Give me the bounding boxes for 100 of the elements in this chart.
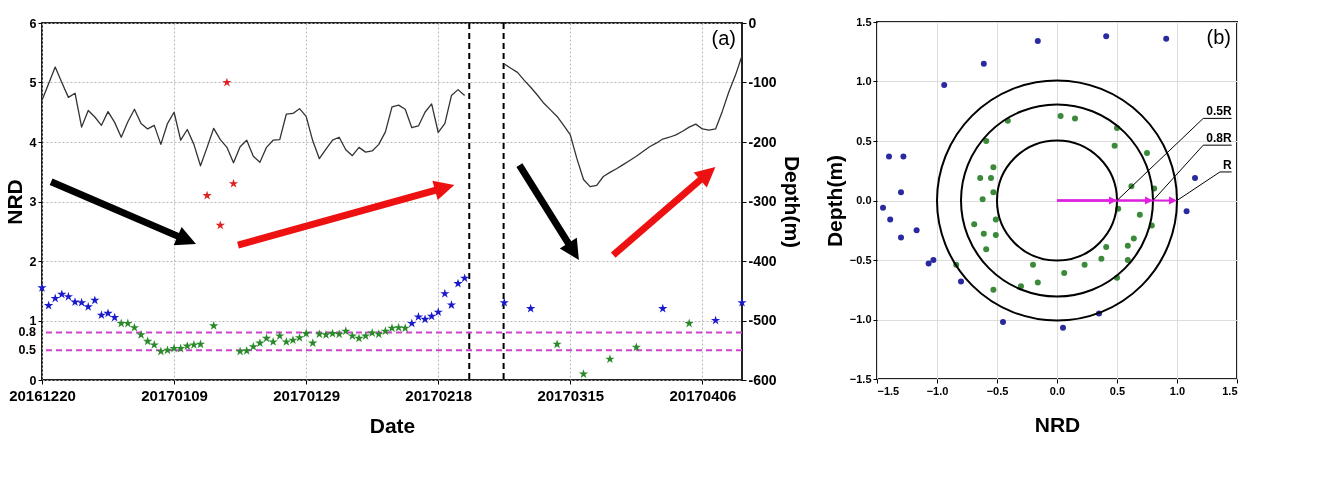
x-tick-label: 20170218 bbox=[405, 386, 473, 404]
point bbox=[552, 339, 562, 349]
point bbox=[393, 322, 404, 332]
x-axis-title: Date bbox=[369, 413, 416, 437]
point bbox=[327, 328, 338, 338]
point bbox=[110, 312, 120, 322]
y2-tick-label: -300 bbox=[748, 193, 777, 209]
point bbox=[103, 308, 113, 318]
point bbox=[294, 332, 305, 342]
point bbox=[347, 331, 358, 340]
x-tick-label: 1.0 bbox=[1169, 384, 1186, 397]
point bbox=[63, 291, 74, 301]
point bbox=[176, 343, 186, 353]
point bbox=[354, 333, 364, 343]
point bbox=[169, 343, 179, 353]
x-tick-label: 20170406 bbox=[669, 386, 737, 404]
y2-tick-label: 0 bbox=[748, 14, 757, 31]
x-tick-label: −1.5 bbox=[877, 384, 900, 397]
point bbox=[367, 328, 377, 337]
point bbox=[268, 337, 278, 346]
y2-tick-label: -600 bbox=[748, 371, 777, 388]
point bbox=[195, 339, 206, 349]
point bbox=[116, 318, 126, 328]
y2-tick-label: -500 bbox=[748, 312, 777, 328]
y-tick-label: −1.5 bbox=[849, 372, 872, 385]
point bbox=[149, 340, 159, 349]
point bbox=[248, 341, 258, 351]
x-tick-label: −0.5 bbox=[986, 384, 1009, 397]
x-axis-title: NRD bbox=[1034, 412, 1081, 436]
y-tick-label: 5 bbox=[29, 76, 37, 90]
y-tick-label: 1.5 bbox=[856, 15, 872, 28]
y-tick-label: 0 bbox=[29, 373, 37, 388]
y-tick-label: 2 bbox=[29, 254, 37, 269]
y-tick-label: −0.5 bbox=[849, 253, 872, 266]
point bbox=[658, 303, 668, 313]
point bbox=[143, 336, 153, 346]
point bbox=[460, 273, 470, 283]
point bbox=[380, 326, 391, 336]
y-tick-label: −1.0 bbox=[849, 313, 872, 325]
point bbox=[242, 345, 252, 355]
y-tick-label: 3 bbox=[29, 195, 37, 209]
y2-tick-label: -200 bbox=[748, 133, 777, 150]
y-axis-title: Depth(m) bbox=[822, 154, 846, 248]
point bbox=[281, 337, 291, 346]
x-tick-label: −1.0 bbox=[926, 384, 949, 397]
point bbox=[202, 190, 212, 200]
point bbox=[413, 312, 424, 321]
x-tick-label: 1.5 bbox=[1222, 384, 1238, 397]
point bbox=[440, 288, 450, 298]
y-tick-label: 0.0 bbox=[856, 194, 872, 206]
point bbox=[334, 329, 344, 339]
point bbox=[235, 346, 245, 356]
point bbox=[156, 346, 166, 356]
y-axis-title: NRD bbox=[2, 179, 26, 225]
point bbox=[37, 282, 47, 292]
y-tick-label: 1 bbox=[29, 314, 37, 328]
point bbox=[407, 318, 417, 328]
y-tick-label: 1.0 bbox=[856, 75, 872, 87]
point bbox=[360, 331, 371, 340]
annotation: 0.8R bbox=[1206, 131, 1232, 146]
point bbox=[123, 318, 133, 328]
point bbox=[209, 320, 219, 330]
point bbox=[737, 297, 747, 307]
annotation: R bbox=[1222, 157, 1232, 172]
point bbox=[321, 329, 331, 339]
y2-tick-label: -100 bbox=[748, 74, 777, 90]
ref-line-label: 0.8 bbox=[18, 325, 37, 340]
x-tick-label: 20161220 bbox=[9, 386, 76, 404]
point bbox=[499, 297, 509, 307]
point bbox=[162, 345, 173, 355]
point bbox=[50, 293, 60, 303]
point bbox=[275, 331, 285, 340]
y-tick-label: 4 bbox=[29, 135, 37, 150]
point bbox=[426, 311, 437, 321]
point bbox=[578, 369, 589, 378]
y2-tick-label: -400 bbox=[748, 252, 777, 269]
x-tick-label: 20170109 bbox=[141, 386, 208, 404]
x-tick-label: 0.0 bbox=[1049, 384, 1066, 397]
point bbox=[129, 322, 140, 332]
annotation: (a) bbox=[711, 27, 736, 49]
point bbox=[189, 340, 199, 349]
point bbox=[433, 307, 443, 317]
point bbox=[710, 315, 721, 325]
x-tick-label: 20170315 bbox=[537, 386, 605, 404]
y-tick-label: 6 bbox=[29, 16, 37, 31]
y2-axis-title: Depth(m) bbox=[780, 155, 804, 249]
point bbox=[215, 220, 225, 230]
point bbox=[228, 178, 239, 188]
point bbox=[301, 328, 311, 338]
point bbox=[222, 77, 232, 87]
point bbox=[420, 314, 430, 324]
annotation: (b) bbox=[1206, 26, 1231, 48]
annotation: 0.5R bbox=[1206, 104, 1232, 119]
point bbox=[684, 318, 694, 328]
x-tick-label: 0.5 bbox=[1109, 384, 1126, 397]
point bbox=[631, 342, 641, 352]
y-tick-label: 0.5 bbox=[856, 134, 872, 147]
point bbox=[43, 300, 54, 310]
point bbox=[83, 301, 93, 311]
point bbox=[526, 303, 536, 313]
